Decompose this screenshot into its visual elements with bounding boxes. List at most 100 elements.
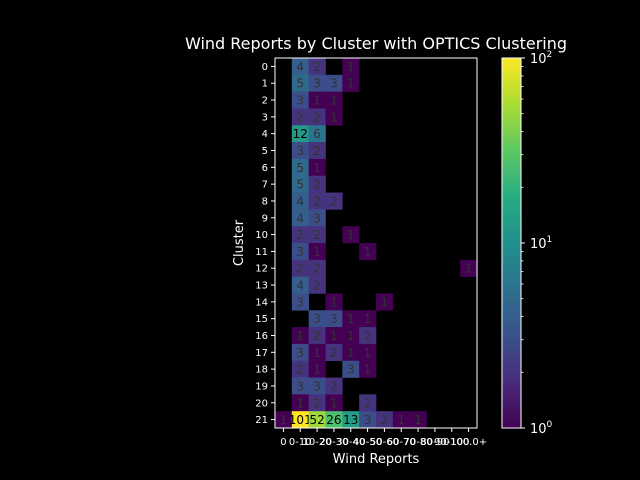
y-tick-label: 0: [262, 62, 268, 73]
cell-value-label: 101: [289, 413, 312, 427]
y-tick-label: 10: [255, 230, 268, 241]
heatmap-cell: [291, 192, 309, 210]
heatmap-cell: [308, 142, 326, 160]
cell-value-label: 1: [313, 161, 321, 175]
cell-value-label: 3: [296, 94, 304, 108]
heatmap-cell: [359, 411, 377, 429]
colorbar-tick-label: 101: [530, 235, 552, 252]
x-tick-label: 50-60: [370, 437, 399, 448]
y-axis-label: Cluster: [232, 219, 247, 266]
y-tick-label: 5: [262, 146, 268, 157]
heatmap-cell: [392, 411, 410, 429]
heatmap-cell: [291, 91, 309, 109]
colorbar-tick-label: 102: [530, 50, 552, 67]
heatmap-cell: [291, 142, 309, 160]
cell-value-label: 3: [313, 312, 321, 326]
heatmap-cell: [342, 327, 360, 345]
heatmap-cell: [308, 360, 326, 378]
heatmap-cell: [342, 74, 360, 92]
cell-value-label: 1: [347, 312, 355, 326]
heatmap-cell: [291, 108, 309, 126]
cell-value-label: 2: [313, 329, 321, 343]
cell-value-label: 1: [364, 312, 372, 326]
cell-value-label: 1: [313, 245, 321, 259]
heatmap-cell: [308, 327, 326, 345]
cell-value-label: 2: [313, 396, 321, 410]
y-tick-label: 20: [255, 398, 268, 409]
cell-value-label: 3: [330, 312, 338, 326]
plot-area: 4 2 15 3 3 13 1 12 2 112 63 25 15 24 2 24 32 2 13 1 12 2 14 23 1…: [255, 57, 487, 448]
y-tick-label: 11: [255, 247, 268, 258]
cell-value-label: 1: [280, 413, 288, 427]
heatmap-cell: [291, 327, 309, 345]
heatmap-cell: [308, 377, 326, 395]
heatmap-cell: [291, 209, 309, 227]
cell-value-label: 3: [296, 144, 304, 158]
plot-frame: [274, 57, 478, 429]
heatmap-cell: [359, 343, 377, 362]
x-tick-label: 10-20: [303, 437, 332, 448]
heatmap-cell: [308, 243, 326, 261]
heatmap-cell: [291, 226, 309, 244]
heatmap-cell: [291, 293, 309, 311]
y-tick-label: 15: [255, 314, 268, 325]
heatmap-cell: [325, 293, 343, 311]
cell-value-label: 1: [347, 77, 355, 91]
heatmap-cell: [359, 310, 377, 328]
x-tick-label: 100.0+: [450, 437, 487, 448]
cell-value-label: 5: [296, 178, 304, 192]
cell-value-label: 1: [296, 396, 304, 410]
heatmap-cell: [308, 343, 326, 362]
cell-value-label: 12: [293, 127, 308, 141]
cell-value-label: 2: [313, 279, 321, 293]
y-tick-label: 21: [255, 415, 268, 426]
y-tick-label: 17: [255, 348, 268, 359]
cell-value-label: 1: [330, 396, 338, 410]
cell-value-label: 1: [465, 262, 473, 276]
heatmap-cell: [325, 74, 343, 92]
cell-value-label: 1: [330, 110, 338, 124]
y-tick-label: 18: [255, 365, 268, 376]
heatmap-cell: [308, 175, 326, 193]
cell-value-label: 4: [296, 60, 304, 74]
cell-value-label: 2: [313, 194, 321, 208]
cell-value-label: 1: [347, 228, 355, 242]
cell-value-label: 1: [330, 329, 338, 343]
heatmap-cell: [342, 411, 360, 429]
cell-value-label: 1: [381, 295, 389, 309]
heatmap-cell: [342, 58, 360, 76]
cell-value-label: 4: [296, 279, 304, 293]
cell-value-label: 3: [296, 295, 304, 309]
heatmap-cell: [342, 360, 360, 378]
cell-value-label: 2: [330, 194, 338, 208]
cell-value-label: 2: [381, 413, 389, 427]
heatmap-cell: [308, 58, 326, 76]
cell-value-label: 1: [330, 94, 338, 108]
heatmap-cell: [308, 108, 326, 126]
heatmap-cell: [308, 226, 326, 244]
cell-value-label: 1: [347, 60, 355, 74]
y-tick-label: 19: [255, 381, 268, 392]
cell-value-label: 3: [296, 245, 304, 259]
heatmap-cell: [308, 91, 326, 109]
heatmap-cell: [376, 411, 394, 429]
heatmap-cell: [308, 411, 326, 429]
cell-value-label: 1: [347, 346, 355, 360]
heatmap-cell: [342, 226, 360, 244]
heatmap-cell: [325, 192, 343, 210]
heatmap-cell: [342, 310, 360, 328]
heatmap-cell: [308, 74, 326, 92]
cell-value-label: 52: [309, 413, 324, 427]
x-tick-label: 30-40: [336, 437, 365, 448]
y-tick-label: 3: [262, 112, 268, 123]
colorbar: 100 101 102: [501, 50, 553, 437]
y-tick-label: 8: [262, 196, 268, 207]
cell-value-label: 2: [330, 379, 338, 393]
cell-value-label: 1: [313, 346, 321, 360]
heatmap-cell: [308, 310, 326, 328]
x-tick-label: 70-80: [404, 437, 433, 448]
heatmap-cell: [291, 243, 309, 261]
heatmap-cell: [308, 276, 326, 294]
heatmap-cell: [325, 411, 343, 429]
